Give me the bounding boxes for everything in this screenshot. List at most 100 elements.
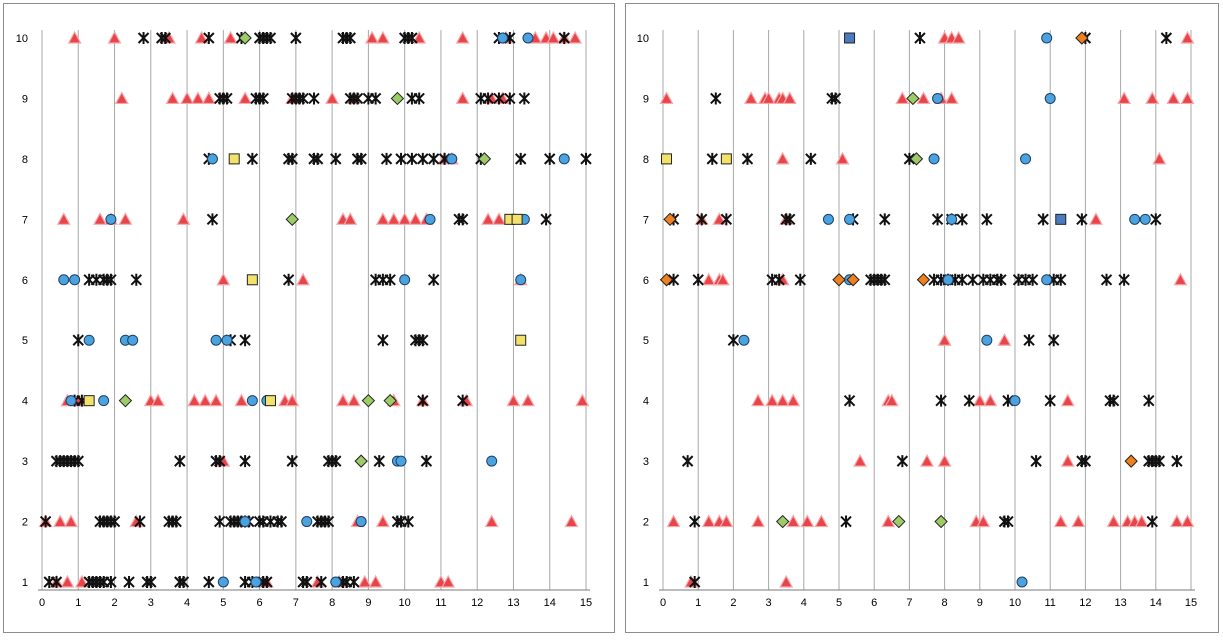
data-point-circle [1009, 395, 1021, 407]
right-chart-panel: 0 1 2 3 4 5 6 7 8 9 10 11 12 13 14 15 1 2 3 4 5 6 7 8 9 10 [625, 3, 1219, 633]
data-point-asterisk [794, 273, 806, 286]
data-point-square [264, 395, 276, 407]
data-point-triangle [481, 212, 496, 225]
data-point-asterisk [344, 32, 356, 44]
data-point-circle [98, 395, 110, 407]
data-point-asterisk [134, 515, 146, 528]
data-point-triangle [74, 574, 89, 588]
data-point-asterisk [105, 576, 117, 588]
data-point-triangle [491, 212, 506, 225]
data-point-asterisk [903, 152, 916, 165]
data-point-triangle [194, 30, 209, 44]
data-point-triangle [397, 212, 412, 225]
data-point-circle [928, 153, 940, 165]
y-tick-label: 8 [22, 154, 28, 166]
data-point-triangle [786, 393, 801, 407]
data-point-circle [446, 153, 458, 165]
data-point-asterisk [1076, 213, 1088, 226]
data-point-circle [83, 334, 95, 346]
data-point-triangle [1106, 514, 1121, 528]
data-point-asterisk [1026, 273, 1039, 286]
data-point-asterisk [351, 92, 364, 105]
x-tick-label: 15 [580, 597, 592, 609]
data-point-asterisk [1160, 32, 1173, 44]
data-point-asterisk [123, 576, 135, 588]
data-point-asterisk [710, 92, 722, 105]
data-point-triangle [198, 393, 213, 407]
data-point-asterisk [504, 92, 516, 105]
data-point-asterisk [688, 515, 701, 528]
data-point-asterisk [518, 92, 531, 105]
data-point-asterisk [981, 213, 993, 226]
data-point-triangle [107, 30, 122, 44]
data-point-square [1055, 213, 1067, 225]
data-point-square [720, 153, 732, 165]
data-point-triangle [997, 332, 1012, 346]
data-point-triangle [1060, 453, 1075, 467]
data-point-triangle [775, 151, 790, 165]
data-point-asterisk [558, 32, 570, 44]
data-point-triangle [386, 212, 401, 225]
y-tick-label: 9 [22, 93, 28, 105]
y-tick-label: 8 [643, 154, 649, 166]
data-point-circle [1016, 576, 1028, 588]
data-point-asterisk [540, 213, 552, 226]
data-point-triangle [782, 91, 797, 105]
data-point-asterisk [213, 455, 226, 468]
data-point-asterisk [1153, 455, 1166, 468]
data-point-diamond [892, 514, 906, 529]
data-point-asterisk [1143, 394, 1155, 407]
data-point-asterisk [931, 213, 944, 226]
data-point-triangle [412, 30, 427, 44]
data-point-asterisk [406, 152, 418, 165]
data-point-triangle [775, 393, 790, 407]
data-point-asterisk [1079, 455, 1092, 468]
data-point-triangle [114, 91, 129, 105]
data-point-triangle [895, 91, 910, 105]
data-point-circle [738, 334, 750, 346]
data-point-diamond [354, 454, 368, 468]
data-point-triangle [1088, 212, 1103, 225]
y-tick-label: 1 [22, 577, 28, 589]
data-point-diamond [663, 212, 677, 227]
data-point-triangle [719, 514, 734, 528]
data-point-triangle [1173, 272, 1188, 286]
x-tick-label: 5 [836, 597, 842, 609]
data-point-triangle [368, 574, 383, 588]
data-point-asterisk [108, 515, 121, 528]
data-point-triangle [234, 393, 249, 407]
data-point-diamond [1124, 454, 1138, 468]
data-point-triangle [325, 91, 340, 105]
data-point-asterisk [580, 152, 592, 165]
data-point-circle [250, 576, 262, 588]
data-point-triangle [779, 574, 794, 588]
x-tick-label: 0 [39, 597, 45, 609]
data-point-asterisk [896, 455, 909, 468]
data-point-asterisk [840, 515, 852, 528]
data-point-asterisk [1055, 273, 1067, 286]
data-point-triangle [765, 393, 780, 407]
x-tick-label: 3 [766, 597, 772, 609]
data-point-circle [515, 274, 527, 286]
data-point-asterisk [330, 152, 342, 165]
y-tick-label: 2 [22, 517, 28, 529]
data-point-asterisk [544, 152, 556, 165]
data-point-asterisk [221, 92, 233, 105]
data-point-diamond [477, 152, 492, 166]
data-point-asterisk [246, 152, 259, 165]
data-point-triangle [1169, 514, 1184, 528]
data-point-asterisk [311, 152, 324, 165]
data-point-triangle [165, 91, 180, 105]
data-point-triangle [1053, 514, 1068, 528]
data-point-triangle [743, 91, 759, 105]
data-point-asterisk [308, 92, 320, 105]
data-point-circle [822, 213, 834, 225]
data-point-asterisk [456, 394, 469, 407]
data-point-triangle [751, 393, 766, 407]
data-point-asterisk [213, 515, 226, 528]
data-point-asterisk [696, 213, 708, 226]
x-tick-label: 0 [660, 597, 666, 609]
data-point-asterisk [420, 455, 433, 468]
data-point-asterisk [843, 394, 856, 407]
data-point-triangle [455, 91, 470, 105]
